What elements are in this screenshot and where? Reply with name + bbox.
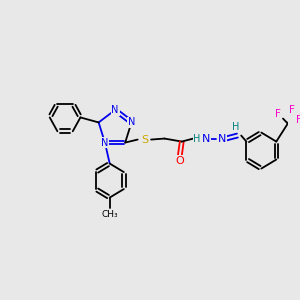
Text: N: N <box>101 138 109 148</box>
Text: N: N <box>111 105 119 115</box>
Text: N: N <box>218 134 226 144</box>
Text: N: N <box>128 117 135 128</box>
Text: N: N <box>202 134 210 144</box>
Text: F: F <box>296 115 300 124</box>
Text: S: S <box>141 135 148 145</box>
Text: CH₃: CH₃ <box>101 210 118 219</box>
Text: O: O <box>176 156 184 166</box>
Text: H: H <box>232 122 239 132</box>
Text: H: H <box>194 134 201 144</box>
Text: F: F <box>289 105 295 115</box>
Text: F: F <box>275 109 281 118</box>
